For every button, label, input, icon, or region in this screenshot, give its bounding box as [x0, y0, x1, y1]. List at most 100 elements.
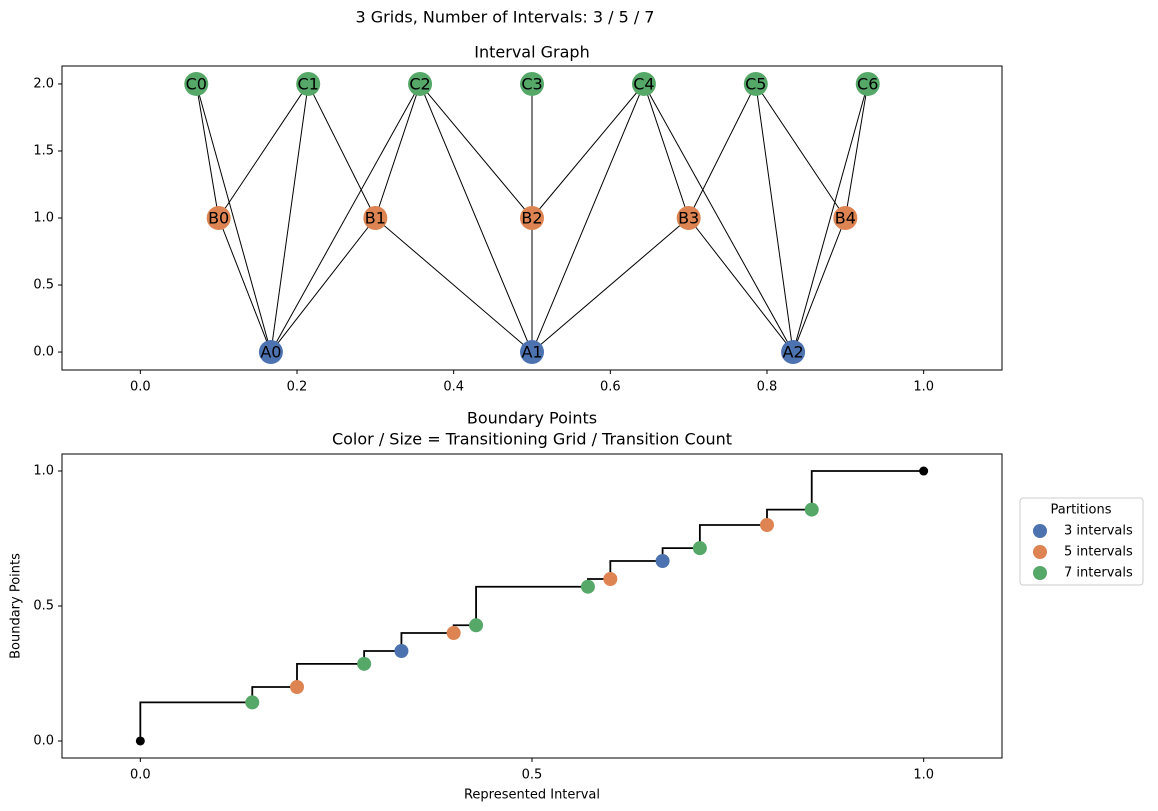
node — [855, 71, 880, 96]
legend-label: 5 intervals — [1064, 545, 1133, 560]
point — [394, 644, 409, 659]
edge — [195, 83, 220, 219]
node — [781, 340, 806, 365]
edge — [307, 83, 376, 219]
edge — [270, 83, 421, 353]
edge — [792, 83, 869, 353]
edge — [531, 83, 645, 353]
point — [603, 572, 618, 587]
node-label: C5 — [745, 74, 766, 93]
node — [363, 206, 388, 230]
x-tick-label: 0.5 — [522, 768, 543, 783]
point — [655, 553, 670, 568]
chart-title: Boundary Points — [467, 409, 597, 428]
node-label: C0 — [186, 74, 207, 93]
node-label: C1 — [298, 74, 319, 93]
node-label: B0 — [208, 209, 229, 228]
point — [357, 656, 372, 671]
step-line — [810, 470, 924, 510]
node — [206, 206, 231, 230]
step-line — [400, 632, 454, 652]
legend-marker — [1033, 566, 1047, 580]
x-axis-label: Represented Interval — [464, 788, 600, 803]
step-line — [766, 508, 812, 526]
node-label: B4 — [835, 209, 856, 228]
edge — [755, 83, 794, 353]
x-tick-label: 0.8 — [757, 380, 778, 395]
point — [580, 579, 595, 594]
legend-marker — [1033, 545, 1047, 559]
step-line — [251, 686, 297, 703]
node — [520, 71, 544, 96]
node — [520, 206, 544, 230]
edge — [844, 83, 869, 219]
legend-label: 7 intervals — [1064, 566, 1133, 581]
endpoint — [135, 736, 145, 746]
y-axis-label: Boundary Points — [9, 553, 24, 659]
legend-label: 3 intervals — [1064, 524, 1133, 539]
endpoint — [919, 466, 929, 476]
node — [184, 71, 209, 96]
point — [804, 502, 819, 517]
node-label: C6 — [857, 74, 878, 93]
y-tick-label: 0.0 — [33, 733, 54, 748]
point — [692, 541, 707, 556]
edge — [419, 83, 533, 353]
edge — [755, 83, 846, 219]
legend-box — [1019, 497, 1144, 586]
edge — [375, 217, 533, 353]
edge — [792, 217, 846, 353]
point — [469, 618, 484, 633]
node — [676, 206, 701, 230]
step-line — [698, 524, 767, 549]
step-line — [609, 560, 663, 580]
point — [446, 625, 461, 640]
edge — [531, 217, 689, 353]
edge — [218, 83, 309, 219]
edge — [270, 217, 376, 353]
edge — [688, 83, 757, 219]
legend-title: Partitions — [1051, 503, 1112, 518]
edge — [688, 217, 794, 353]
y-tick-label: 2.0 — [33, 76, 54, 91]
legend-marker — [1033, 524, 1047, 538]
point — [760, 518, 774, 533]
edge — [195, 83, 272, 353]
y-tick-label: 1.0 — [33, 464, 54, 479]
node-label: A1 — [521, 343, 542, 362]
y-tick-label: 0.5 — [33, 599, 54, 614]
edge — [643, 83, 690, 219]
y-tick-label: 1.0 — [33, 211, 54, 226]
x-tick-label: 0.0 — [130, 768, 151, 783]
y-tick-label: 0.0 — [33, 345, 54, 360]
node — [408, 71, 433, 96]
y-tick-label: 1.5 — [33, 143, 54, 158]
point — [245, 695, 260, 710]
node-label: C2 — [409, 74, 430, 93]
x-tick-label: 0.4 — [443, 380, 464, 395]
edge — [531, 83, 645, 219]
node-label: C4 — [633, 74, 654, 93]
step-line — [475, 585, 588, 626]
x-tick-label: 1.0 — [913, 768, 934, 783]
node-label: B2 — [521, 209, 542, 228]
step-line — [139, 701, 253, 741]
node — [296, 71, 321, 96]
node — [258, 340, 283, 365]
point — [290, 679, 304, 694]
node-label: B1 — [365, 209, 386, 228]
node-label: A2 — [783, 343, 804, 362]
step-line — [296, 662, 365, 687]
edge — [218, 217, 272, 353]
x-tick-label: 0.0 — [130, 380, 151, 395]
x-tick-label: 1.0 — [913, 380, 934, 395]
node — [743, 71, 768, 96]
axes-frame — [61, 453, 1003, 759]
x-tick-label: 0.6 — [600, 380, 621, 395]
chart-title: Interval Graph — [474, 43, 589, 62]
node — [520, 340, 544, 365]
node — [631, 71, 656, 96]
y-tick-label: 0.5 — [33, 278, 54, 293]
axes-frame — [61, 65, 1003, 371]
